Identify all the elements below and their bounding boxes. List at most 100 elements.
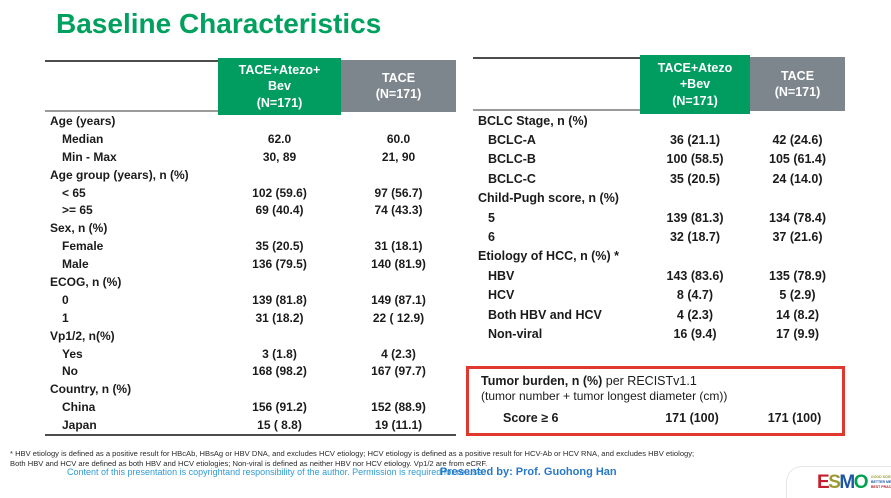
row-label: Non-viral xyxy=(488,326,543,341)
arm2-value: 134 (78.4) xyxy=(769,210,826,225)
tumor-burden-title-rest: per RECISTv1.1 xyxy=(602,374,697,388)
table-data-row: Yes 3 (1.8) 4 (2.3) xyxy=(45,345,456,363)
esmo-letter-e: E xyxy=(817,471,830,493)
arm1-value: 31 (18.2) xyxy=(255,310,304,325)
arm1-value: 16 (9.4) xyxy=(673,326,717,341)
esmo-wordmark: ESMO xyxy=(817,471,869,494)
row-label: Male xyxy=(62,257,89,272)
esmo-tagline-line: GOOD SCIENCE xyxy=(870,475,891,480)
esmo-letter-s: S xyxy=(828,471,841,493)
table-section-row: Child-Pugh score, n (%) xyxy=(473,189,845,208)
tumor-burden-score-row: Score ≥ 6 171 (100) 171 (100) xyxy=(469,411,842,425)
table-header-right: TACE+Atezo +Bev (N=171) TACE (N=171) xyxy=(473,55,845,114)
arm1-value: 4 (2.3) xyxy=(676,307,714,322)
esmo-letter-o: O xyxy=(853,471,869,493)
row-label: 0 xyxy=(62,292,69,307)
arm2-value: 152 (88.9) xyxy=(371,400,426,415)
arm1-value: 100 (58.5) xyxy=(666,152,724,167)
page-title: Baseline Characteristics xyxy=(56,8,382,39)
arm2-value: 60.0 xyxy=(386,131,411,146)
arm1-value: 143 (83.6) xyxy=(666,268,724,283)
arm2-value: 97 (56.7) xyxy=(374,185,423,200)
arm2-value: 135 (78.9) xyxy=(769,268,826,283)
header-arm2-tace: TACE (N=171) xyxy=(341,60,456,112)
arm2-value: 171 (100) xyxy=(767,411,822,425)
table-section-row: Age group (years), n (%) xyxy=(45,166,456,184)
row-label: Etiology of HCC, n (%) * xyxy=(478,249,619,264)
table-data-row: Non-viral 16 (9.4) 17 (9.9) xyxy=(473,324,845,343)
table-data-row: BCLC-A 36 (21.1) 42 (24.6) xyxy=(473,130,845,149)
row-label: HCV xyxy=(488,288,515,303)
arm1-value: 102 (59.6) xyxy=(252,185,307,200)
arm1-value: 136 (79.5) xyxy=(252,257,307,272)
table-data-row: BCLC-B 100 (58.5) 105 (61.4) xyxy=(473,150,845,169)
arm2-value: 24 (14.0) xyxy=(772,171,823,186)
row-label: Age (years) xyxy=(50,113,116,128)
baseline-table-right: TACE+Atezo +Bev (N=171) TACE (N=171) BCL… xyxy=(473,55,845,344)
row-label: BCLC-A xyxy=(488,133,536,148)
row-label: 1 xyxy=(62,310,69,325)
table-data-row: BCLC-C 35 (20.5) 24 (14.0) xyxy=(473,169,845,188)
tumor-burden-subtitle: (tumor number + tumor longest diameter (… xyxy=(481,389,728,403)
arm1-value: 35 (20.5) xyxy=(669,171,721,186)
table-body-left: Age (years) Median 62.0 60.0 Min - Max 30, 89… xyxy=(45,112,456,437)
arm2-value: 31 (18.1) xyxy=(374,239,423,254)
table-data-row: 0 139 (81.8) 149 (87.1) xyxy=(45,291,456,309)
table-data-row: Median 62.0 60.0 xyxy=(45,130,456,148)
header-arm2-tace: TACE (N=171) xyxy=(750,57,845,111)
tumor-burden-title-bold: Tumor burden, n (%) xyxy=(481,374,603,388)
table-section-row: Etiology of HCC, n (%) * xyxy=(473,247,845,266)
table-data-row: Japan 15 ( 8.8) 19 (11.1) xyxy=(45,416,456,434)
arm1-value: 32 (18.7) xyxy=(669,230,721,245)
arm1-value: 15 ( 8.8) xyxy=(257,418,302,433)
arm2-value: 74 (43.3) xyxy=(374,203,423,218)
row-label: Yes xyxy=(62,346,83,361)
arm2-value: 14 (8.2) xyxy=(775,307,820,322)
table-data-row: 5 139 (81.3) 134 (78.4) xyxy=(473,208,845,227)
esmo-logo: ESMO GOOD SCIENCE BETTER MEDICINE BEST P… xyxy=(817,472,891,494)
arm1-value: 62.0 xyxy=(267,131,292,146)
arm1-value: 35 (20.5) xyxy=(255,239,304,254)
row-label: Country, n (%) xyxy=(50,382,132,397)
arm2-value: 42 (24.6) xyxy=(772,133,823,148)
table-section-row: Vp1/2, n(%) xyxy=(45,327,456,345)
row-label: Score ≥ 6 xyxy=(503,411,559,425)
arm2-value: 149 (87.1) xyxy=(371,292,426,307)
arm1-value: 36 (21.1) xyxy=(669,133,721,148)
arm1-value: 168 (98.2) xyxy=(252,364,307,379)
table-data-row: 6 32 (18.7) 37 (21.6) xyxy=(473,227,845,246)
row-label: Japan xyxy=(62,418,97,433)
row-label: Age group (years), n (%) xyxy=(50,167,189,182)
arm2-value: 21, 90 xyxy=(381,149,416,164)
esmo-tagline: GOOD SCIENCE BETTER MEDICINE BEST PRACTI… xyxy=(871,475,891,490)
esmo-logo-card: ESMO GOOD SCIENCE BETTER MEDICINE BEST P… xyxy=(786,466,891,498)
header-spacer-cell xyxy=(473,57,640,111)
presented-by: Presented by: Prof. Guohong Han xyxy=(440,466,617,478)
esmo-tagline-line: BETTER MEDICINE xyxy=(870,480,891,485)
row-label: BCLC-B xyxy=(488,152,536,167)
row-label: Both HBV and HCV xyxy=(488,307,602,322)
table-data-row: Both HBV and HCV 4 (2.3) 14 (8.2) xyxy=(473,305,845,324)
row-label: No xyxy=(62,364,78,379)
esmo-letter-m: M xyxy=(839,471,855,493)
arm2-value: 4 (2.3) xyxy=(381,346,416,361)
arm2-value: 167 (97.7) xyxy=(371,364,426,379)
arm1-value: 69 (40.4) xyxy=(255,203,304,218)
arm1-value: 8 (4.7) xyxy=(676,288,714,303)
arm1-value: 139 (81.3) xyxy=(666,210,724,225)
header-arm1-tace-atezo-bev: TACE+Atezo+ Bev (N=171) xyxy=(218,58,341,115)
row-label: HBV xyxy=(488,268,515,283)
row-label: >= 65 xyxy=(62,203,93,218)
esmo-tagline-line: BEST PRACTICE xyxy=(870,484,891,489)
row-label: Female xyxy=(62,239,104,254)
table-header-left: TACE+Atezo+ Bev (N=171) TACE (N=171) xyxy=(45,58,456,115)
arm1-value: 139 (81.8) xyxy=(252,292,307,307)
row-label: China xyxy=(62,400,96,415)
arm2-value: 105 (61.4) xyxy=(769,152,826,167)
footnote: * HBV etiology is defined as a positive … xyxy=(10,449,870,469)
table-data-row: HBV 143 (83.6) 135 (78.9) xyxy=(473,266,845,285)
row-label: 6 xyxy=(488,230,495,245)
table-data-row: Female 35 (20.5) 31 (18.1) xyxy=(45,237,456,255)
table-data-row: Male 136 (79.5) 140 (81.9) xyxy=(45,255,456,273)
table-data-row: HCV 8 (4.7) 5 (2.9) xyxy=(473,286,845,305)
